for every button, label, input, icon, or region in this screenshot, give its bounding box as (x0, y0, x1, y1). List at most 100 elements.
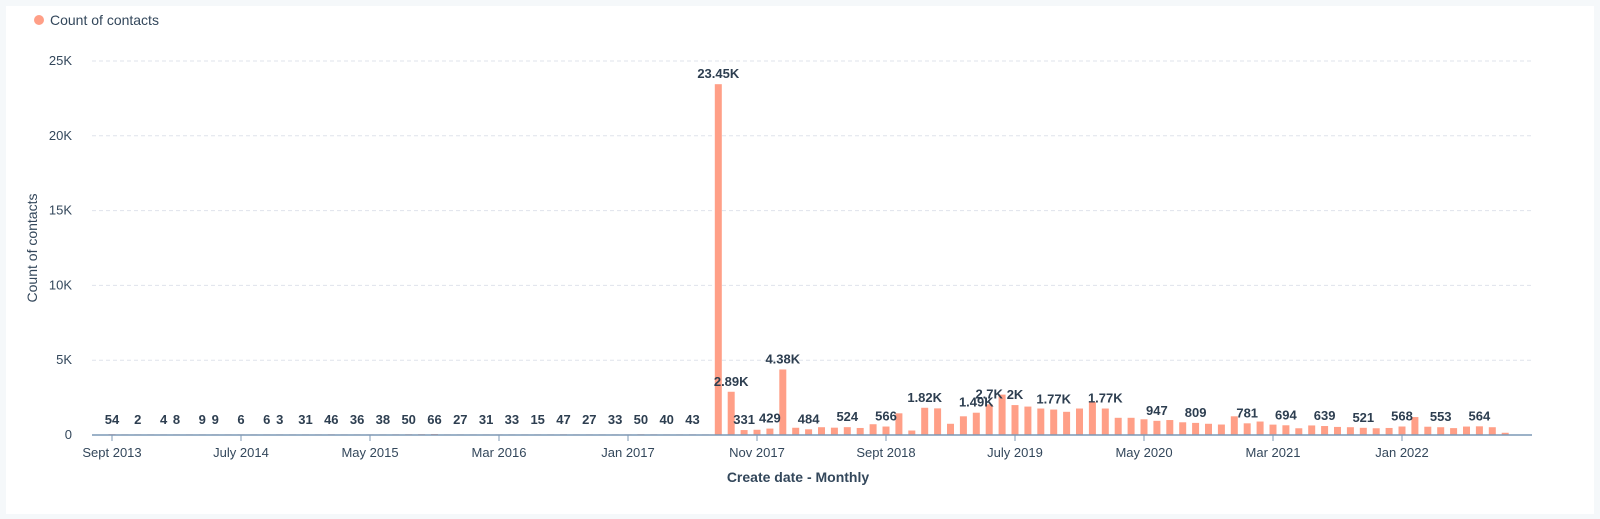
x-tick-label: Jan 2017 (601, 445, 655, 460)
bar (934, 408, 942, 435)
data-label: 66 (427, 412, 441, 427)
y-tick-label: 0 (65, 427, 72, 442)
bar (1334, 426, 1341, 435)
data-label: 429 (759, 411, 781, 426)
data-label: 50 (401, 412, 415, 427)
bar (856, 427, 864, 435)
bar (714, 84, 722, 436)
data-label: 9 (212, 412, 219, 427)
data-label: 43 (685, 412, 699, 427)
bar (1501, 432, 1509, 435)
bar (1024, 406, 1032, 435)
bar (1011, 405, 1019, 435)
x-tick-label: Mar 2016 (472, 445, 527, 460)
x-tick-label: Nov 2017 (729, 445, 785, 460)
bar (998, 394, 1006, 435)
data-label: 27 (582, 412, 596, 427)
bar (1269, 424, 1277, 435)
data-labels: 54 2 4 8 9 9 6 6 3 31 46 36 38 50 66 27 31 33 15 47 27 33 50 40… (105, 66, 1491, 427)
bar (908, 430, 916, 435)
data-label: 4 (160, 412, 168, 427)
bar (1088, 402, 1096, 435)
legend-label: Count of contacts (50, 12, 159, 28)
data-label: 36 (350, 412, 364, 427)
bar (882, 426, 890, 435)
data-label: 2K (1007, 387, 1024, 402)
bar (1398, 426, 1406, 435)
data-label: 6 (237, 412, 244, 427)
bar (1475, 426, 1483, 435)
data-label: 6 (263, 412, 270, 427)
bar (1101, 408, 1109, 435)
bar (843, 427, 851, 435)
bar (830, 427, 838, 435)
x-tick-label: Sept 2013 (82, 445, 141, 460)
bar (1179, 422, 1187, 435)
bar (1076, 408, 1083, 435)
data-label: 639 (1314, 408, 1336, 423)
bar (1166, 420, 1174, 435)
bar (869, 424, 877, 435)
x-axis-title: Create date - Monthly (727, 469, 870, 485)
bar (1437, 427, 1445, 435)
data-label: 521 (1352, 410, 1374, 425)
data-label: 809 (1185, 405, 1207, 420)
legend[interactable]: Count of contacts (34, 12, 159, 28)
data-label: 524 (836, 409, 858, 424)
bar (1140, 419, 1148, 435)
bar (740, 430, 748, 435)
bar (1243, 423, 1251, 435)
bar (727, 391, 735, 435)
data-label: 947 (1146, 403, 1168, 418)
data-label: 15 (530, 412, 544, 427)
bar (972, 412, 980, 435)
data-label: 564 (1469, 408, 1491, 423)
bar (947, 423, 954, 435)
data-label: 553 (1430, 409, 1452, 424)
x-tick-label: July 2014 (213, 445, 269, 460)
bar (818, 427, 825, 435)
bar (921, 407, 929, 435)
bar (1488, 427, 1496, 435)
bar (1424, 426, 1432, 435)
y-axis-ticks: 0 5K 10K 15K 20K 25K (49, 53, 72, 442)
bars (108, 84, 1509, 436)
data-label: 2.89K (714, 374, 749, 389)
bar (1346, 427, 1354, 435)
y-tick-label: 25K (49, 53, 72, 68)
data-label: 54 (105, 412, 120, 427)
data-label: 1.77K (1088, 391, 1123, 406)
bar (779, 369, 787, 435)
x-tick-label: May 2020 (1115, 445, 1172, 460)
y-tick-label: 20K (49, 128, 72, 143)
y-tick-label: 10K (49, 277, 72, 292)
bar (1230, 416, 1238, 435)
data-label: 484 (798, 411, 820, 426)
bar (1463, 426, 1470, 435)
data-label: 31 (298, 412, 312, 427)
data-label: 38 (376, 412, 390, 427)
x-axis-ticks: Sept 2013 July 2014 May 2015 Mar 2016 Jan 20… (82, 435, 1429, 460)
data-label: 33 (608, 412, 622, 427)
bar (959, 416, 967, 435)
bar (1450, 428, 1458, 435)
bar (1205, 423, 1212, 435)
data-label: 1.77K (1036, 392, 1071, 407)
bar (1385, 427, 1393, 435)
x-tick-label: Mar 2021 (1246, 445, 1301, 460)
bar (792, 427, 800, 435)
bar (1153, 420, 1161, 435)
x-tick-label: May 2015 (341, 445, 398, 460)
data-label: 50 (634, 412, 648, 427)
x-tick-label: July 2019 (987, 445, 1043, 460)
legend-swatch-icon (34, 15, 44, 25)
bar (1217, 424, 1225, 435)
data-label: 4.38K (765, 351, 800, 366)
data-label: 23.45K (697, 66, 740, 81)
data-label: 694 (1275, 407, 1297, 422)
bar (1321, 426, 1329, 435)
bar (766, 428, 774, 435)
bar (1256, 421, 1264, 435)
data-label: 33 (505, 412, 519, 427)
